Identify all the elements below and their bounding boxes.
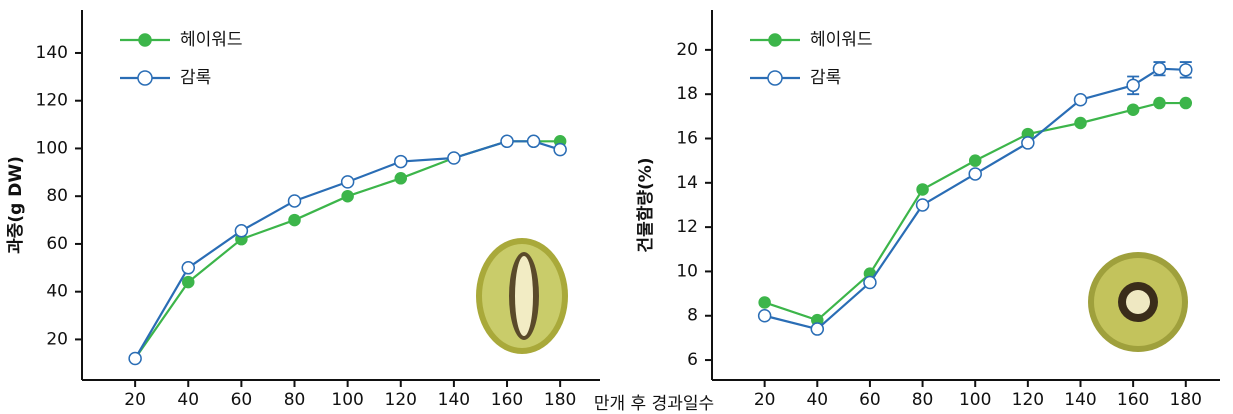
x-tick-label: 40 bbox=[177, 390, 199, 410]
data-point bbox=[917, 199, 929, 211]
y-tick-label: 8 bbox=[687, 306, 698, 326]
data-point bbox=[1180, 98, 1191, 109]
y-tick-label: 12 bbox=[676, 217, 698, 237]
data-point bbox=[1180, 64, 1192, 76]
x-tick-label: 40 bbox=[806, 390, 828, 410]
legend-marker bbox=[138, 71, 152, 85]
legend-label: 감록 bbox=[180, 68, 211, 88]
data-point bbox=[917, 184, 928, 195]
data-point bbox=[1022, 137, 1034, 149]
x-tick-label: 80 bbox=[912, 390, 934, 410]
x-tick-label: 20 bbox=[124, 390, 146, 410]
data-point bbox=[289, 215, 300, 226]
data-point bbox=[554, 144, 566, 156]
y-tick-label: 20 bbox=[676, 40, 698, 60]
data-point bbox=[183, 277, 194, 288]
y-axis-label: 건물함량(%) bbox=[635, 157, 656, 252]
chart: 20 40 60 80 100 120 140 20 40 60 80 100 120 140 160 180… bbox=[0, 0, 1233, 414]
legend-marker bbox=[768, 71, 782, 85]
data-point bbox=[1074, 94, 1086, 106]
data-point bbox=[970, 155, 981, 166]
legend-marker bbox=[139, 34, 151, 46]
x-tick-label: 160 bbox=[1117, 390, 1149, 410]
data-point bbox=[129, 353, 141, 365]
data-point bbox=[1075, 117, 1086, 128]
x-tick-label: 80 bbox=[284, 390, 306, 410]
page: {"chart_data":[ {"type":"line","ylabel":… bbox=[0, 0, 1233, 414]
y-tick-label: 140 bbox=[36, 43, 68, 63]
legend-label: 감록 bbox=[810, 68, 841, 88]
x-tick-label: 60 bbox=[859, 390, 881, 410]
data-point bbox=[235, 225, 247, 237]
x-axis-label: 만개 후 경과일수 bbox=[594, 394, 714, 414]
y-tick-label: 60 bbox=[46, 234, 68, 254]
x-tick-label: 100 bbox=[959, 390, 991, 410]
data-point bbox=[342, 176, 354, 188]
data-point bbox=[448, 152, 460, 164]
data-point bbox=[1128, 104, 1139, 115]
x-tick-label: 120 bbox=[385, 390, 417, 410]
data-point bbox=[289, 195, 301, 207]
data-point bbox=[1153, 63, 1165, 75]
data-point bbox=[501, 135, 513, 147]
x-tick-label: 160 bbox=[491, 390, 523, 410]
y-tick-label: 10 bbox=[676, 261, 698, 281]
data-point bbox=[182, 262, 194, 274]
data-point bbox=[759, 297, 770, 308]
x-tick-label: 20 bbox=[754, 390, 776, 410]
data-point bbox=[969, 168, 981, 180]
y-tick-label: 100 bbox=[36, 138, 68, 158]
data-point bbox=[528, 135, 540, 147]
data-point bbox=[1154, 98, 1165, 109]
x-tick-label: 180 bbox=[1170, 390, 1202, 410]
y-tick-label: 14 bbox=[676, 173, 698, 193]
y-tick-label: 40 bbox=[46, 282, 68, 302]
x-tick-label: 180 bbox=[544, 390, 576, 410]
x-tick-label: 100 bbox=[331, 390, 363, 410]
data-point bbox=[395, 156, 407, 168]
x-tick-label: 140 bbox=[1064, 390, 1096, 410]
data-point bbox=[342, 191, 353, 202]
kiwi-photo bbox=[476, 238, 568, 354]
y-tick-label: 6 bbox=[687, 350, 698, 370]
x-tick-label: 120 bbox=[1012, 390, 1044, 410]
y-tick-label: 16 bbox=[676, 129, 698, 149]
legend-marker bbox=[769, 34, 781, 46]
kiwi-photo bbox=[1088, 252, 1188, 352]
legend-label: 헤이워드 bbox=[180, 30, 243, 50]
y-tick-label: 120 bbox=[36, 91, 68, 111]
x-tick-label: 60 bbox=[231, 390, 253, 410]
x-tick-label: 140 bbox=[438, 390, 470, 410]
legend-label: 헤이워드 bbox=[810, 30, 873, 50]
data-point bbox=[759, 310, 771, 322]
y-tick-label: 18 bbox=[676, 84, 698, 104]
data-point bbox=[864, 277, 876, 289]
y-tick-label: 80 bbox=[46, 186, 68, 206]
data-point bbox=[811, 323, 823, 335]
y-tick-label: 20 bbox=[46, 329, 68, 349]
data-point bbox=[1127, 79, 1139, 91]
data-point bbox=[395, 173, 406, 184]
y-axis-label: 과중(g DW) bbox=[6, 156, 26, 254]
